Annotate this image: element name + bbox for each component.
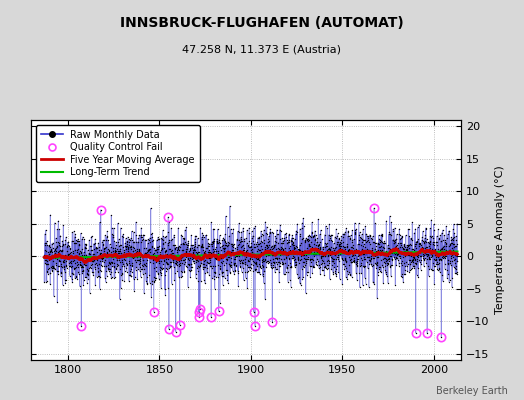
- Y-axis label: Temperature Anomaly (°C): Temperature Anomaly (°C): [495, 166, 505, 314]
- Legend: Raw Monthly Data, Quality Control Fail, Five Year Moving Average, Long-Term Tren: Raw Monthly Data, Quality Control Fail, …: [36, 125, 200, 182]
- Text: INNSBRUCK-FLUGHAFEN (AUTOMAT): INNSBRUCK-FLUGHAFEN (AUTOMAT): [120, 16, 404, 30]
- Text: Berkeley Earth: Berkeley Earth: [436, 386, 508, 396]
- Text: 47.258 N, 11.373 E (Austria): 47.258 N, 11.373 E (Austria): [182, 44, 342, 54]
